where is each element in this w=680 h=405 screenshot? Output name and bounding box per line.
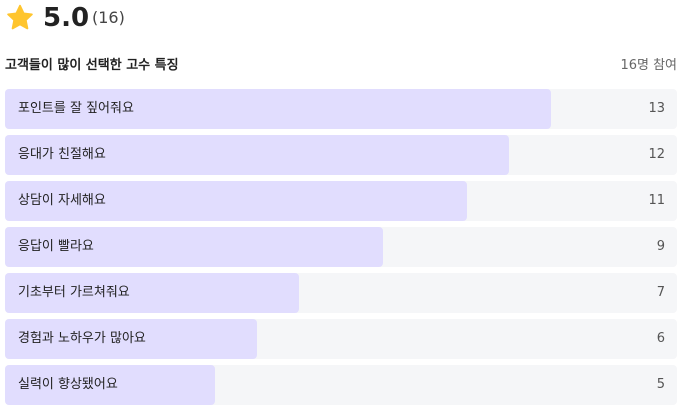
feature-row: 상담이 자세해요 11 (5, 181, 677, 221)
feature-row: 응답이 빨라요 9 (5, 227, 677, 267)
feature-bar (5, 273, 299, 313)
feature-row: 경험과 노하우가 많아요 6 (5, 319, 677, 359)
feature-label: 기초부터 가르쳐줘요 (18, 285, 130, 300)
star-icon (7, 4, 33, 30)
feature-bar (5, 365, 215, 405)
feature-count: 9 (656, 239, 665, 254)
feature-row: 실력이 향상됐어요 5 (5, 365, 677, 405)
feature-bar (5, 181, 467, 221)
feature-bar (5, 135, 509, 175)
feature-label: 응답이 빨라요 (18, 239, 94, 254)
feature-label: 응대가 친절해요 (18, 147, 106, 162)
feature-label: 상담이 자세해요 (18, 193, 106, 208)
review-count: (16) (92, 8, 125, 27)
feature-count: 6 (656, 331, 665, 346)
feature-count: 11 (648, 193, 665, 208)
feature-label: 경험과 노하우가 많아요 (18, 331, 146, 346)
feature-row: 응대가 친절해요 12 (5, 135, 677, 175)
feature-bar (5, 89, 551, 129)
feature-count: 12 (648, 147, 665, 162)
feature-row: 포인트를 잘 짚어줘요 13 (5, 89, 677, 129)
participants: 16명 참여 (620, 58, 677, 73)
section-title: 고객들이 많이 선택한 고수 특징 (5, 58, 179, 73)
feature-count: 7 (656, 285, 665, 300)
feature-bar (5, 227, 383, 267)
rating: 5.0 (43, 3, 90, 33)
feature-row: 기초부터 가르쳐줘요 7 (5, 273, 677, 313)
feature-count: 13 (648, 101, 665, 116)
feature-count: 5 (656, 377, 665, 392)
feature-label: 포인트를 잘 짚어줘요 (18, 101, 134, 116)
feature-bar (5, 319, 257, 359)
feature-label: 실력이 향상됐어요 (18, 377, 118, 392)
